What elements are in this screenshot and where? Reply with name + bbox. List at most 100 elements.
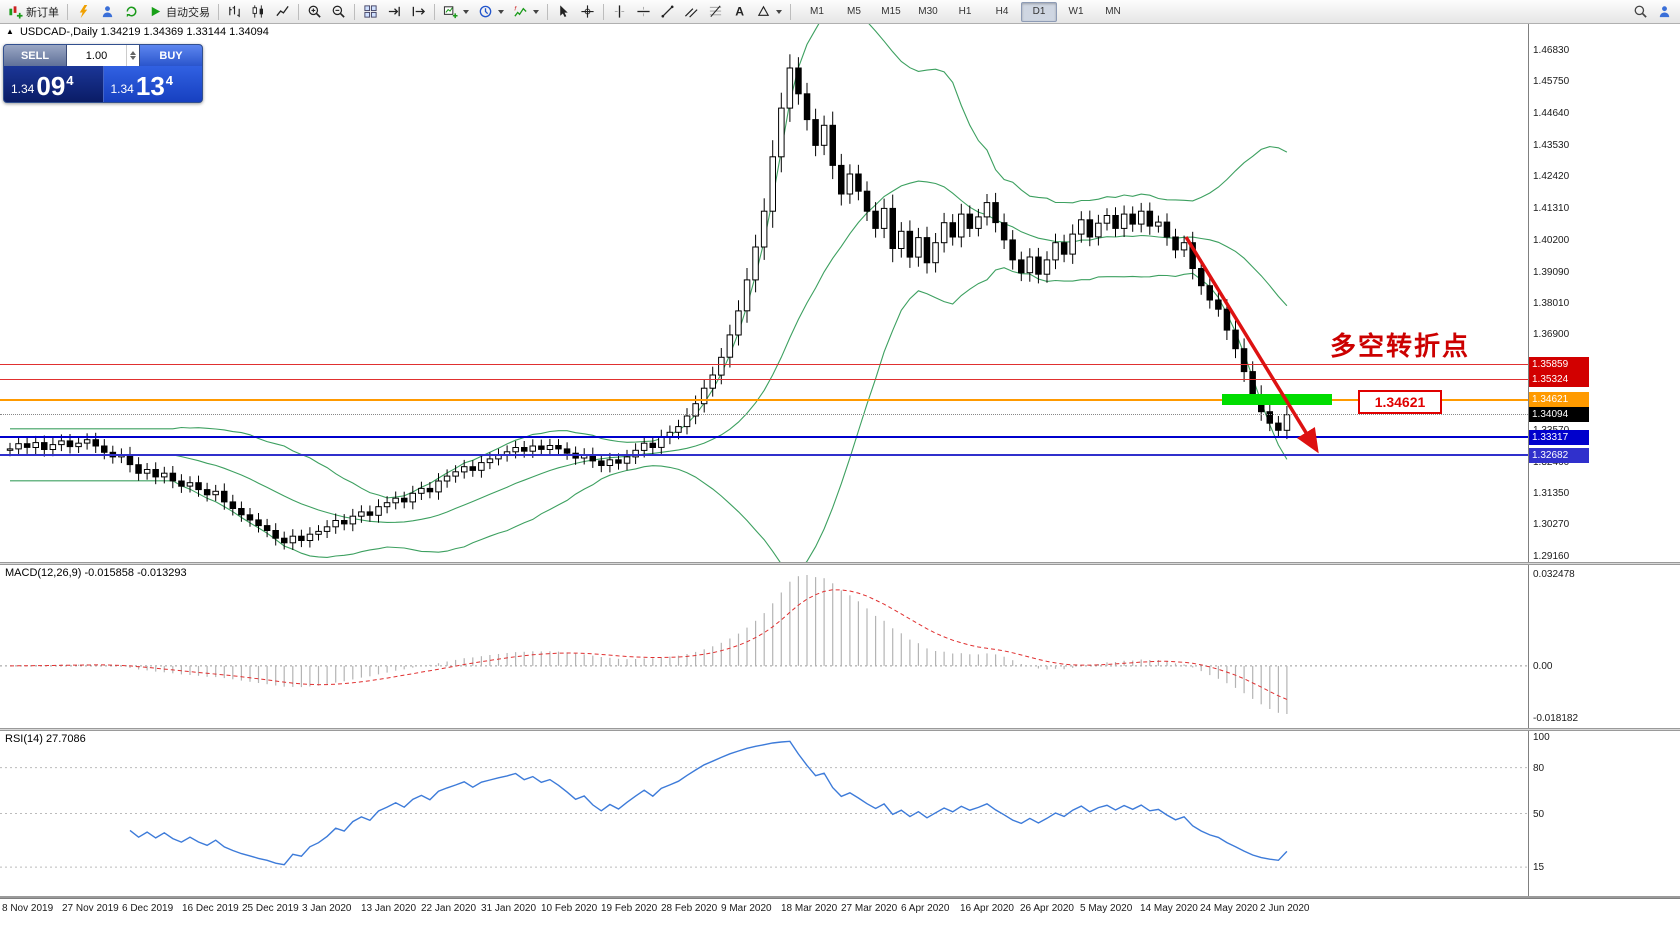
macd-panel: MACD(12,26,9) -0.015858 -0.013293 0.0324… [0, 565, 1680, 728]
horizontal-line-object[interactable] [0, 398, 1528, 401]
fibonacci-tool-icon[interactable] [704, 2, 727, 22]
cursor-tool-icon[interactable] [552, 2, 575, 22]
date-label: 16 Apr 2020 [960, 903, 1014, 914]
turning-point-annotation[interactable]: 多空转折点 [1330, 331, 1471, 362]
price-axis-label: 1.29160 [1533, 551, 1570, 562]
community-icon[interactable] [96, 2, 119, 22]
line-chart-icon[interactable] [271, 2, 294, 22]
price-axis-label: 1.38010 [1533, 297, 1570, 309]
symbol-triangle-icon: ▲ [6, 27, 14, 36]
sell-button[interactable]: SELL [4, 45, 67, 66]
horizontal-line-object[interactable] [0, 363, 1528, 365]
chart-shift-icon[interactable] [407, 2, 430, 22]
volume-stepper[interactable] [126, 45, 139, 66]
spin-up-icon[interactable] [130, 51, 136, 55]
price-chart[interactable] [0, 24, 1528, 562]
timeframe-h1-button[interactable]: H1 [958, 6, 972, 17]
date-label: 18 Mar 2020 [781, 903, 838, 914]
date-label: 9 Mar 2020 [721, 903, 772, 914]
toolbar-separator [218, 3, 219, 20]
date-label: 24 May 2020 [1200, 903, 1258, 914]
metaeditor-icon[interactable] [72, 2, 95, 22]
horizontal-line-tool-icon[interactable] [632, 2, 655, 22]
date-label: 6 Dec 2019 [122, 903, 174, 914]
spin-down-icon[interactable] [130, 56, 136, 60]
zoom-out-icon[interactable] [327, 2, 350, 22]
price-axis-label: 1.40200 [1533, 234, 1570, 246]
toolbar-separator [434, 3, 435, 20]
toolbar-separator [67, 3, 68, 20]
symbol-label: USDCAD-,Daily [19, 26, 98, 38]
date-label: 28 Feb 2020 [661, 903, 718, 914]
timeframe-w1-button[interactable]: W1 [1068, 6, 1084, 17]
sell-price[interactable]: 1.34 09 4 [4, 66, 104, 102]
shapes-tool-icon[interactable] [752, 2, 786, 22]
price-chart-panel: ▲ USDCAD-,Daily 1.34219 1.34369 1.33144 … [0, 24, 1680, 562]
panel-splitter[interactable] [0, 562, 1680, 565]
horizontal-line-object[interactable] [0, 454, 1528, 457]
rsi-chart[interactable] [0, 731, 1528, 896]
sell-price-small: 1.34 [11, 82, 35, 96]
timeframe-d1-button[interactable]: D1 [1021, 1, 1057, 22]
price-tag: 1.34094 [1529, 407, 1589, 423]
panel-splitter[interactable] [0, 728, 1680, 731]
price-tag: 1.34621 [1529, 392, 1589, 408]
macd-scale-min: -0.018182 [1533, 713, 1579, 724]
buy-price-small: 1.34 [110, 82, 134, 96]
timeframe-m1-button[interactable]: M1 [810, 6, 824, 17]
timeframe-mn-button[interactable]: MN [1105, 6, 1121, 17]
price-tag: 1.35859 [1529, 356, 1589, 372]
trendline-tool-icon[interactable] [656, 2, 679, 22]
timeframe-h4-button[interactable]: H4 [995, 6, 1009, 17]
macd-chart[interactable] [0, 565, 1528, 728]
macd-scale-zero: 0.00 [1533, 660, 1553, 672]
toolbar-separator [298, 3, 299, 20]
date-label: 27 Mar 2020 [841, 903, 898, 914]
panel-splitter[interactable] [0, 896, 1680, 898]
date-label: 14 May 2020 [1140, 903, 1198, 914]
buy-button[interactable]: BUY [139, 45, 202, 66]
toolbar-separator [547, 3, 548, 20]
timeframe-m30-button[interactable]: M30 [918, 6, 938, 17]
sell-price-sup: 4 [66, 73, 74, 88]
macd-axis [1528, 565, 1680, 728]
price-axis-label: 1.36900 [1533, 329, 1570, 341]
bar-chart-icon[interactable] [223, 2, 246, 22]
macd-scale-max: 0.032478 [1533, 569, 1575, 580]
refresh-icon[interactable] [120, 2, 143, 22]
auto-trading-button[interactable]: 自动交易 [144, 2, 214, 22]
search-icon[interactable] [1629, 2, 1652, 22]
horizontal-line-object[interactable] [0, 379, 1528, 380]
toolbar-separator [790, 3, 791, 20]
text-tool-icon[interactable]: A [728, 2, 751, 22]
one-click-trading-widget: SELL BUY 1.34 09 4 1.34 13 4 [3, 44, 203, 103]
volume-input[interactable] [67, 48, 126, 63]
zoom-in-icon[interactable] [303, 2, 326, 22]
date-label: 8 Nov 2019 [2, 903, 54, 914]
new-chart-button[interactable] [439, 2, 473, 22]
rsi-scale-label: 80 [1533, 762, 1545, 774]
price-box-annotation[interactable]: 1.34621 [1358, 389, 1442, 414]
auto-scroll-icon[interactable] [383, 2, 406, 22]
horizontal-line-object[interactable] [0, 436, 1528, 438]
indicators-button[interactable]: f [509, 2, 543, 22]
new-order-button[interactable]: 新订单 [4, 2, 63, 22]
price-axis-label: 1.39090 [1533, 266, 1570, 278]
profiles-button[interactable] [474, 2, 508, 22]
date-label: 19 Feb 2020 [601, 903, 658, 914]
chevron-down-icon [533, 9, 539, 14]
tile-windows-icon[interactable] [359, 2, 382, 22]
vertical-line-tool-icon[interactable] [608, 2, 631, 22]
crosshair-tool-icon[interactable] [576, 2, 599, 22]
ohlc-low: 1.33144 [186, 26, 227, 38]
buy-price[interactable]: 1.34 13 4 [103, 66, 202, 102]
chat-icon[interactable] [1653, 2, 1676, 22]
price-axis-label: 1.41310 [1533, 203, 1570, 215]
rsi-scale-label: 50 [1533, 808, 1545, 820]
green-zone-highlight[interactable] [1222, 393, 1332, 405]
candlestick-chart-icon[interactable] [247, 2, 270, 22]
timeframe-m5-button[interactable]: M5 [847, 6, 861, 17]
horizontal-line-object[interactable] [0, 414, 1528, 416]
channel-tool-icon[interactable] [680, 2, 703, 22]
timeframe-m15-button[interactable]: M15 [881, 6, 901, 17]
